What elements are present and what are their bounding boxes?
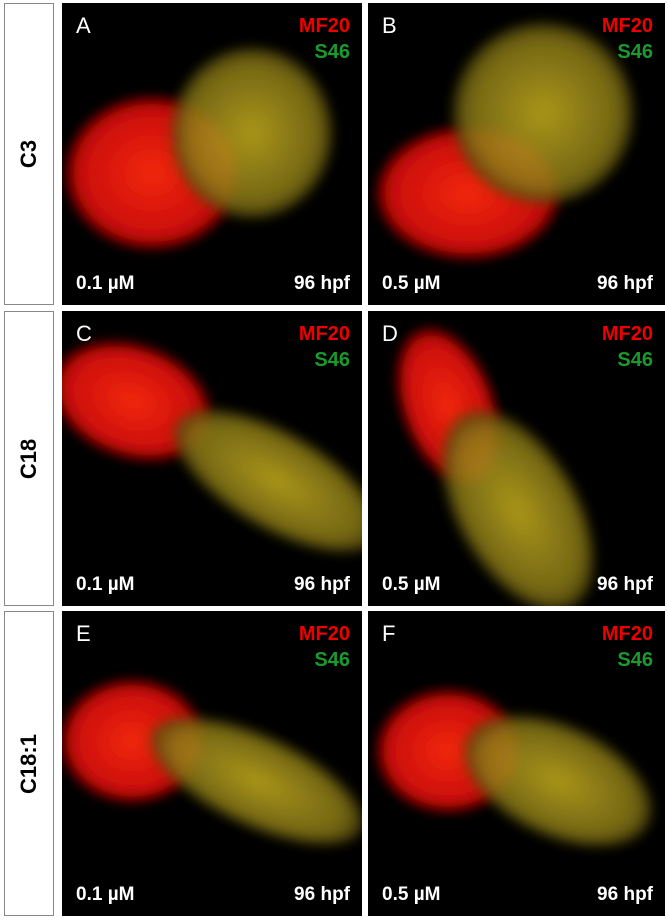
micrograph [67,48,332,248]
stain-label: MF20 [298,15,350,37]
panel-letter: D [382,321,398,346]
atrium-tissue [442,411,594,606]
atrium-tissue [151,717,362,845]
atrium-tissue [453,23,633,203]
panel-letter: B [382,13,397,38]
stain-label: S46 [314,649,350,671]
stain-label: S46 [617,349,653,371]
micrograph [62,681,362,845]
atrium-tissue [174,410,362,552]
image-panel: A MF20 S46 0.1 µM 96 hpf [62,3,362,305]
time-label: 96 hpf [294,574,350,595]
time-label: 96 hpf [597,273,653,294]
time-label: 96 hpf [294,884,350,905]
image-panel: E MF20 S46 0.1 µM 96 hpf [62,611,362,916]
image-panel: D MF20 S46 0.5 µM 96 hpf [368,311,665,606]
row-label: C18 [16,438,41,479]
atrium-tissue [172,48,332,218]
stain-label: S46 [314,349,350,371]
stain-label: MF20 [298,323,350,345]
panel-letter: F [382,621,396,646]
stain-label: S46 [617,649,653,671]
dose-label: 0.5 µM [382,884,441,905]
row-label: C18:1 [16,733,41,794]
time-label: 96 hpf [597,574,653,595]
image-panel: C MF20 S46 0.1 µM 96 hpf [62,311,362,606]
row-label-box: C18 [4,311,54,606]
stain-label: S46 [617,41,653,63]
stain-label: MF20 [298,623,350,645]
micrograph [62,342,362,552]
panel-letter: E [76,621,91,646]
stain-label: MF20 [601,623,653,645]
micrograph [397,329,594,606]
panel-letter: A [76,13,91,38]
dose-label: 0.5 µM [382,273,441,294]
micrograph [378,23,633,258]
dose-label: 0.5 µM [382,574,441,595]
stain-label: S46 [314,41,350,63]
stain-label: MF20 [601,15,653,37]
dose-label: 0.1 µM [76,884,135,905]
dose-label: 0.1 µM [76,574,135,595]
stain-label: MF20 [601,323,653,345]
ventricle-tissue [62,342,210,460]
panel-letter: C [76,321,92,346]
image-panel: F MF20 S46 0.5 µM 96 hpf [368,611,665,916]
micrograph [378,691,652,847]
image-panel: B MF20 S46 0.5 µM 96 hpf [368,3,665,305]
row-label-box: C3 [4,3,54,305]
time-label: 96 hpf [294,273,350,294]
row-label: C3 [16,139,41,169]
row-label-box: C18:1 [4,611,54,916]
atrium-tissue [464,715,652,847]
dose-label: 0.1 µM [76,273,135,294]
time-label: 96 hpf [597,884,653,905]
